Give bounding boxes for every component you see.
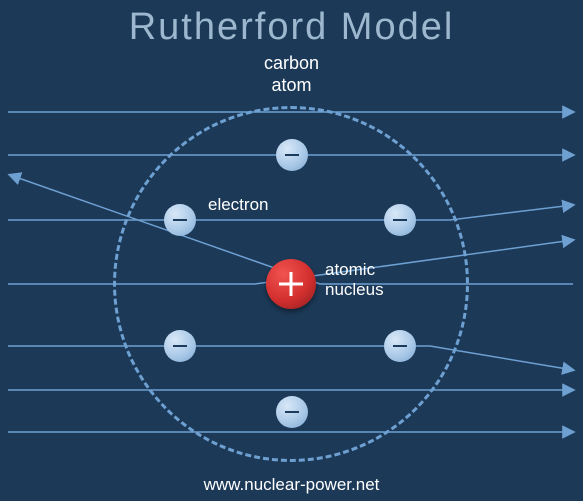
electron-label: electron xyxy=(208,195,268,215)
minus-icon xyxy=(285,154,299,156)
electron xyxy=(384,330,416,362)
electron xyxy=(164,204,196,236)
plus-icon xyxy=(279,272,303,296)
minus-icon xyxy=(173,219,187,221)
nucleus-label: atomic nucleus xyxy=(325,260,384,301)
minus-icon xyxy=(393,345,407,347)
atomic-nucleus xyxy=(266,259,316,309)
minus-icon xyxy=(285,411,299,413)
minus-icon xyxy=(393,219,407,221)
subtitle: carbon atom xyxy=(264,53,319,96)
electron xyxy=(276,139,308,171)
electron xyxy=(384,204,416,236)
footer-url: www.nuclear-power.net xyxy=(204,475,380,495)
electron xyxy=(164,330,196,362)
minus-icon xyxy=(173,345,187,347)
title: Rutherford Model xyxy=(129,6,455,49)
electron xyxy=(276,396,308,428)
